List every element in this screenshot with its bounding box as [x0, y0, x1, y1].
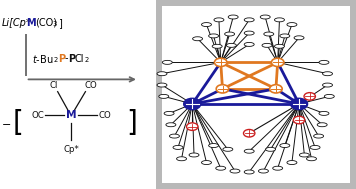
Ellipse shape — [293, 116, 305, 124]
Ellipse shape — [280, 144, 290, 147]
Ellipse shape — [324, 94, 334, 98]
Ellipse shape — [162, 60, 172, 64]
Ellipse shape — [164, 111, 174, 115]
Ellipse shape — [225, 32, 235, 36]
Ellipse shape — [244, 43, 254, 46]
Ellipse shape — [223, 147, 233, 151]
Text: Li[Cp*: Li[Cp* — [2, 18, 32, 28]
Ellipse shape — [271, 58, 284, 67]
Ellipse shape — [304, 93, 315, 100]
Text: (CO): (CO) — [35, 18, 57, 28]
Ellipse shape — [319, 60, 329, 64]
Text: M: M — [66, 110, 77, 120]
Ellipse shape — [244, 149, 254, 153]
Ellipse shape — [212, 44, 222, 48]
Ellipse shape — [228, 15, 238, 19]
Ellipse shape — [258, 169, 268, 173]
Ellipse shape — [287, 161, 297, 164]
Ellipse shape — [323, 83, 333, 87]
Ellipse shape — [273, 166, 283, 170]
Ellipse shape — [290, 98, 308, 110]
Ellipse shape — [244, 129, 255, 137]
Ellipse shape — [166, 123, 176, 127]
Text: CO: CO — [99, 111, 111, 120]
Bar — [162, 6, 350, 183]
Ellipse shape — [173, 146, 183, 149]
Text: 3: 3 — [53, 21, 57, 27]
Ellipse shape — [319, 111, 329, 115]
Ellipse shape — [216, 85, 229, 93]
Text: $t$-Bu: $t$-Bu — [32, 53, 53, 65]
Ellipse shape — [184, 98, 201, 110]
Text: -: - — [64, 54, 68, 64]
Ellipse shape — [187, 123, 198, 130]
Ellipse shape — [159, 94, 169, 98]
Text: $-$: $-$ — [1, 118, 11, 128]
Ellipse shape — [226, 43, 236, 47]
Ellipse shape — [314, 134, 324, 138]
Ellipse shape — [323, 72, 333, 76]
Ellipse shape — [264, 32, 274, 36]
Text: Cl: Cl — [49, 81, 58, 90]
Ellipse shape — [214, 18, 224, 22]
Ellipse shape — [294, 36, 304, 40]
Ellipse shape — [244, 31, 254, 35]
Ellipse shape — [260, 15, 270, 19]
Text: P: P — [58, 54, 65, 64]
Ellipse shape — [274, 18, 284, 22]
Ellipse shape — [214, 58, 227, 67]
Ellipse shape — [169, 134, 179, 138]
Text: ]: ] — [58, 18, 62, 28]
Ellipse shape — [287, 23, 297, 26]
Text: Cl: Cl — [74, 54, 84, 64]
Ellipse shape — [209, 144, 219, 147]
Ellipse shape — [209, 34, 219, 38]
Ellipse shape — [216, 166, 226, 170]
Text: M: M — [26, 18, 36, 28]
Ellipse shape — [193, 37, 203, 41]
Ellipse shape — [244, 170, 254, 174]
Ellipse shape — [280, 34, 290, 38]
Ellipse shape — [307, 157, 316, 161]
Ellipse shape — [177, 157, 187, 161]
Ellipse shape — [157, 72, 167, 76]
Ellipse shape — [189, 153, 199, 157]
Ellipse shape — [157, 83, 167, 87]
Text: [: [ — [12, 109, 23, 137]
Ellipse shape — [262, 43, 272, 47]
Bar — [156, 0, 356, 189]
Text: 2: 2 — [53, 57, 58, 63]
Ellipse shape — [274, 44, 284, 48]
Ellipse shape — [201, 23, 211, 26]
Ellipse shape — [201, 161, 211, 164]
Text: P: P — [68, 54, 75, 64]
Ellipse shape — [317, 123, 327, 127]
Text: 2: 2 — [84, 57, 89, 63]
Ellipse shape — [244, 18, 254, 22]
Text: CO: CO — [84, 81, 97, 90]
Text: OC: OC — [31, 111, 44, 120]
Ellipse shape — [299, 153, 309, 157]
Ellipse shape — [269, 85, 282, 93]
Ellipse shape — [266, 147, 276, 151]
Text: Cp*: Cp* — [63, 145, 79, 154]
Text: ]: ] — [126, 109, 137, 137]
Ellipse shape — [310, 146, 320, 149]
Ellipse shape — [230, 169, 240, 173]
